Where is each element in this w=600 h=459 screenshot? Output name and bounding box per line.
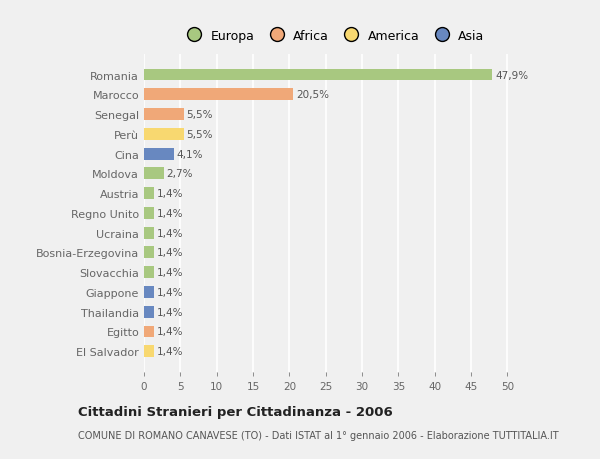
Text: 47,9%: 47,9% [496,70,529,80]
Bar [144,306,154,318]
Text: 2,7%: 2,7% [166,169,193,179]
Bar [144,168,164,180]
Text: 1,4%: 1,4% [157,287,183,297]
Text: 1,4%: 1,4% [157,248,183,258]
Text: 1,4%: 1,4% [157,228,183,238]
Text: 1,4%: 1,4% [157,268,183,278]
Bar [144,188,154,200]
Bar [144,326,154,338]
Text: 1,4%: 1,4% [157,347,183,357]
Bar [144,89,293,101]
Bar [144,129,184,140]
Text: 4,1%: 4,1% [176,149,202,159]
Text: 5,5%: 5,5% [186,110,212,120]
Bar [144,286,154,298]
Bar [144,148,174,160]
Text: 20,5%: 20,5% [296,90,329,100]
Bar [144,247,154,259]
Text: COMUNE DI ROMANO CANAVESE (TO) - Dati ISTAT al 1° gennaio 2006 - Elaborazione TU: COMUNE DI ROMANO CANAVESE (TO) - Dati IS… [78,431,559,440]
Text: 1,4%: 1,4% [157,327,183,337]
Text: 1,4%: 1,4% [157,189,183,199]
Bar [144,207,154,219]
Bar [144,346,154,358]
Bar [144,109,184,121]
Text: Cittadini Stranieri per Cittadinanza - 2006: Cittadini Stranieri per Cittadinanza - 2… [78,405,393,419]
Bar [144,69,492,81]
Text: 1,4%: 1,4% [157,208,183,218]
Text: 1,4%: 1,4% [157,307,183,317]
Bar [144,267,154,279]
Bar [144,227,154,239]
Legend: Europa, Africa, America, Asia: Europa, Africa, America, Asia [182,30,484,43]
Text: 5,5%: 5,5% [186,129,212,140]
